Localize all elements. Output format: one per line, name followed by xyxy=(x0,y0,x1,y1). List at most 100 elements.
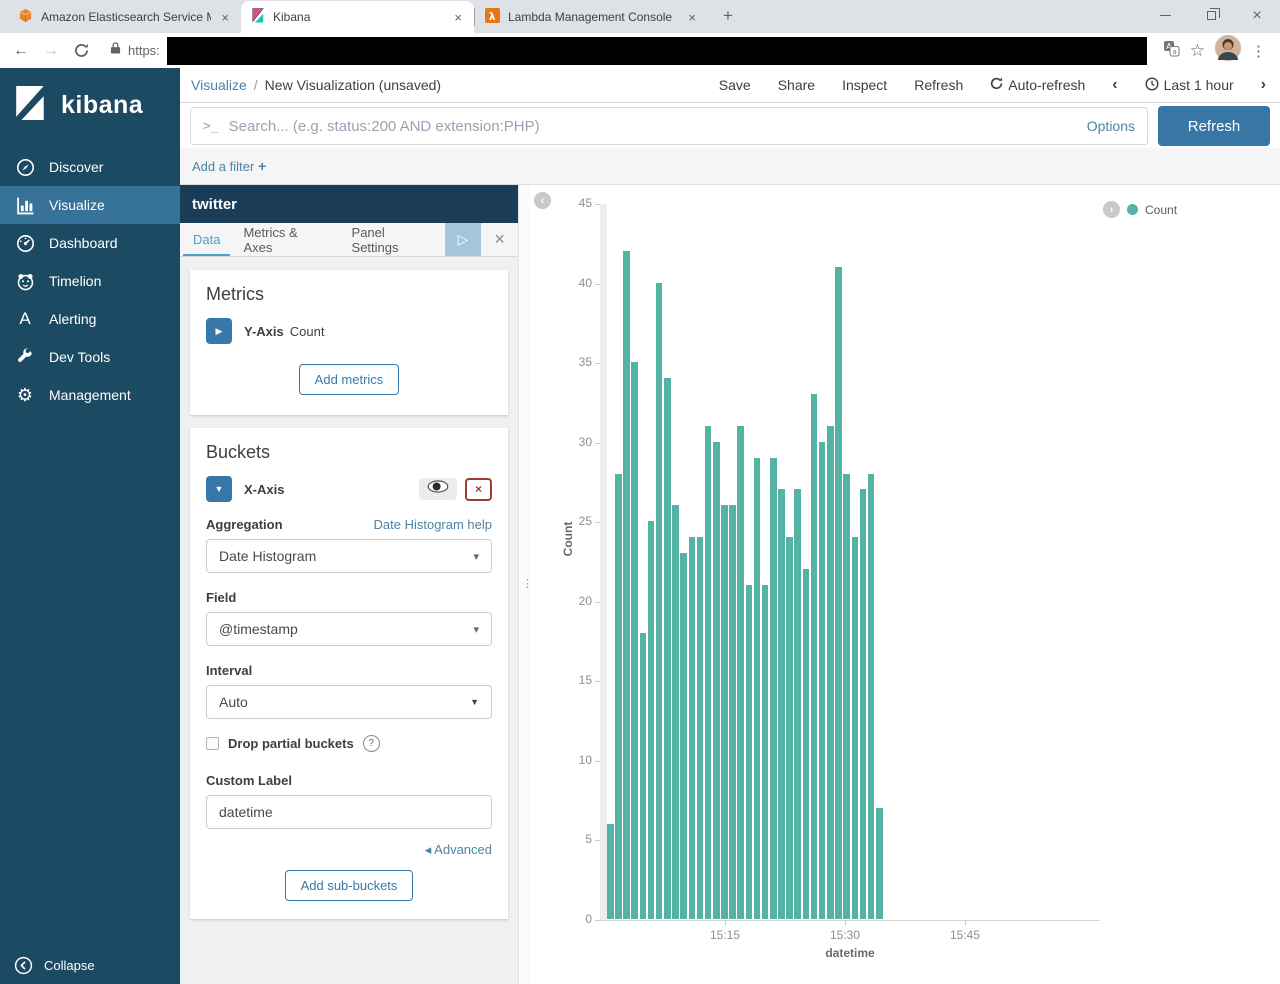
minimize-button[interactable] xyxy=(1142,0,1188,31)
histogram-bar[interactable] xyxy=(803,569,810,919)
histogram-bar[interactable] xyxy=(705,426,712,919)
apply-changes-button[interactable]: ▷ xyxy=(445,223,482,256)
query-options-link[interactable]: Options xyxy=(1087,118,1135,134)
browser-menu-icon[interactable]: ⋮ xyxy=(1251,42,1266,60)
editor-tab-metrics-axes[interactable]: Metrics & Axes xyxy=(233,223,338,256)
discard-changes-button[interactable]: × xyxy=(481,223,518,256)
bookmark-star-icon[interactable]: ☆ xyxy=(1190,41,1205,61)
reload-button[interactable] xyxy=(68,38,94,64)
refresh-link[interactable]: Refresh xyxy=(914,77,963,93)
restore-button[interactable] xyxy=(1188,0,1234,31)
address-bar[interactable]: https: xyxy=(98,37,1153,65)
help-question-icon[interactable]: ? xyxy=(363,735,380,752)
histogram-bar[interactable] xyxy=(680,553,687,919)
sidebar-item-dev-tools[interactable]: Dev Tools xyxy=(0,338,180,376)
histogram-bar[interactable] xyxy=(835,267,842,919)
histogram-bar[interactable] xyxy=(876,808,883,919)
sidebar-item-timelion[interactable]: Timelion xyxy=(0,262,180,300)
expand-metric-button[interactable]: ▶ xyxy=(206,318,232,344)
browser-tab-kibana[interactable]: Kibana × xyxy=(241,1,474,33)
new-tab-button[interactable]: + xyxy=(714,2,742,30)
sidebar-item-management[interactable]: ⚙Management xyxy=(0,376,180,414)
close-window-button[interactable]: × xyxy=(1234,0,1280,31)
interval-select[interactable]: Auto ▼ xyxy=(206,685,492,719)
histogram-bar[interactable] xyxy=(754,458,761,919)
time-picker-button[interactable]: Last 1 hour xyxy=(1145,77,1234,94)
editor-tab-data[interactable]: Data xyxy=(183,223,230,256)
add-filter-link[interactable]: Add a filter xyxy=(192,159,254,174)
histogram-bar[interactable] xyxy=(664,378,671,919)
translate-icon[interactable]: Aa xyxy=(1163,40,1180,62)
kibana-logo[interactable]: kibana xyxy=(0,68,180,148)
histogram-bar[interactable] xyxy=(656,283,663,919)
sidebar-item-alerting[interactable]: AAlerting xyxy=(0,300,180,338)
histogram-bar[interactable] xyxy=(640,633,647,919)
histogram-bar[interactable] xyxy=(770,458,777,919)
histogram-bar[interactable] xyxy=(868,474,875,920)
share-link[interactable]: Share xyxy=(778,77,815,93)
browser-tab-lambda[interactable]: λ Lambda Management Console × xyxy=(475,1,708,33)
histogram-bar[interactable] xyxy=(762,585,769,919)
disable-bucket-toggle[interactable] xyxy=(419,478,457,500)
histogram-bar[interactable] xyxy=(794,489,801,919)
collapse-editor-chevron-icon[interactable]: ‹ xyxy=(534,192,551,209)
histogram-bar[interactable] xyxy=(778,489,785,919)
add-sub-buckets-button[interactable]: Add sub-buckets xyxy=(285,870,414,901)
histogram-bar[interactable] xyxy=(786,537,793,919)
add-metrics-button[interactable]: Add metrics xyxy=(299,364,400,395)
time-back-chevron[interactable]: ‹ xyxy=(1112,76,1117,94)
aggregation-select[interactable]: Date Histogram ▾ xyxy=(206,539,492,573)
panel-resize-handle[interactable]: ⋮ xyxy=(518,185,530,984)
save-link[interactable]: Save xyxy=(719,77,751,93)
collapse-bucket-button[interactable]: ▼ xyxy=(206,476,232,502)
histogram-bar[interactable] xyxy=(713,442,720,919)
histogram-bar[interactable] xyxy=(852,537,859,919)
histogram-bar[interactable] xyxy=(697,537,704,919)
histogram-bar[interactable] xyxy=(615,474,622,920)
histogram-bar[interactable] xyxy=(819,442,826,919)
histogram-bar[interactable] xyxy=(860,489,867,919)
add-filter-plus-icon[interactable]: + xyxy=(258,158,266,174)
legend-series-label[interactable]: Count xyxy=(1145,203,1177,217)
query-refresh-button[interactable]: Refresh xyxy=(1158,106,1270,146)
auto-refresh-button[interactable]: Auto-refresh xyxy=(990,77,1085,93)
field-select[interactable]: @timestamp ▾ xyxy=(206,612,492,646)
histogram-bar[interactable] xyxy=(631,362,638,919)
time-forward-chevron[interactable]: › xyxy=(1261,76,1266,94)
browser-tab-aws[interactable]: Amazon Elasticsearch Service Ma × xyxy=(8,1,241,33)
histogram-bar[interactable] xyxy=(672,505,679,919)
legend-expand-chevron-icon[interactable]: › xyxy=(1103,201,1120,218)
histogram-bar[interactable] xyxy=(729,505,736,919)
drop-partial-buckets-checkbox[interactable] xyxy=(206,737,219,750)
y-axis-metric-row[interactable]: ▶ Y-Axis Count xyxy=(206,318,492,344)
sidebar-item-dashboard[interactable]: Dashboard xyxy=(0,224,180,262)
advanced-link[interactable]: ◂ Advanced xyxy=(206,842,492,858)
sidebar-item-discover[interactable]: Discover xyxy=(0,148,180,186)
date-histogram-help-link[interactable]: Date Histogram help xyxy=(374,517,493,532)
histogram-bar[interactable] xyxy=(648,521,655,919)
sidebar-item-visualize[interactable]: Visualize xyxy=(0,186,180,224)
histogram-bar[interactable] xyxy=(746,585,753,919)
close-icon[interactable]: × xyxy=(452,10,464,25)
profile-avatar[interactable] xyxy=(1215,35,1241,66)
histogram-bar[interactable] xyxy=(721,505,728,919)
close-icon[interactable]: × xyxy=(686,10,698,25)
editor-tab-panel-settings[interactable]: Panel Settings xyxy=(342,223,445,256)
histogram-bar[interactable] xyxy=(827,426,834,919)
back-button[interactable]: ← xyxy=(8,38,34,64)
histogram-bar[interactable] xyxy=(689,537,696,919)
forward-button[interactable]: → xyxy=(38,38,64,64)
breadcrumb-visualize-link[interactable]: Visualize xyxy=(191,77,247,93)
close-icon[interactable]: × xyxy=(219,10,231,25)
sidebar-collapse-button[interactable]: Collapse xyxy=(0,946,180,984)
histogram-bar[interactable] xyxy=(843,474,850,920)
histogram-bar[interactable] xyxy=(811,394,818,919)
histogram-bar[interactable] xyxy=(737,426,744,919)
remove-bucket-button[interactable]: × xyxy=(465,478,492,501)
search-input[interactable] xyxy=(229,118,1077,135)
histogram-bar[interactable] xyxy=(607,824,614,919)
inspect-link[interactable]: Inspect xyxy=(842,77,887,93)
custom-label-input[interactable] xyxy=(206,795,492,829)
legend-color-dot[interactable] xyxy=(1127,204,1138,215)
histogram-bar[interactable] xyxy=(623,251,630,919)
